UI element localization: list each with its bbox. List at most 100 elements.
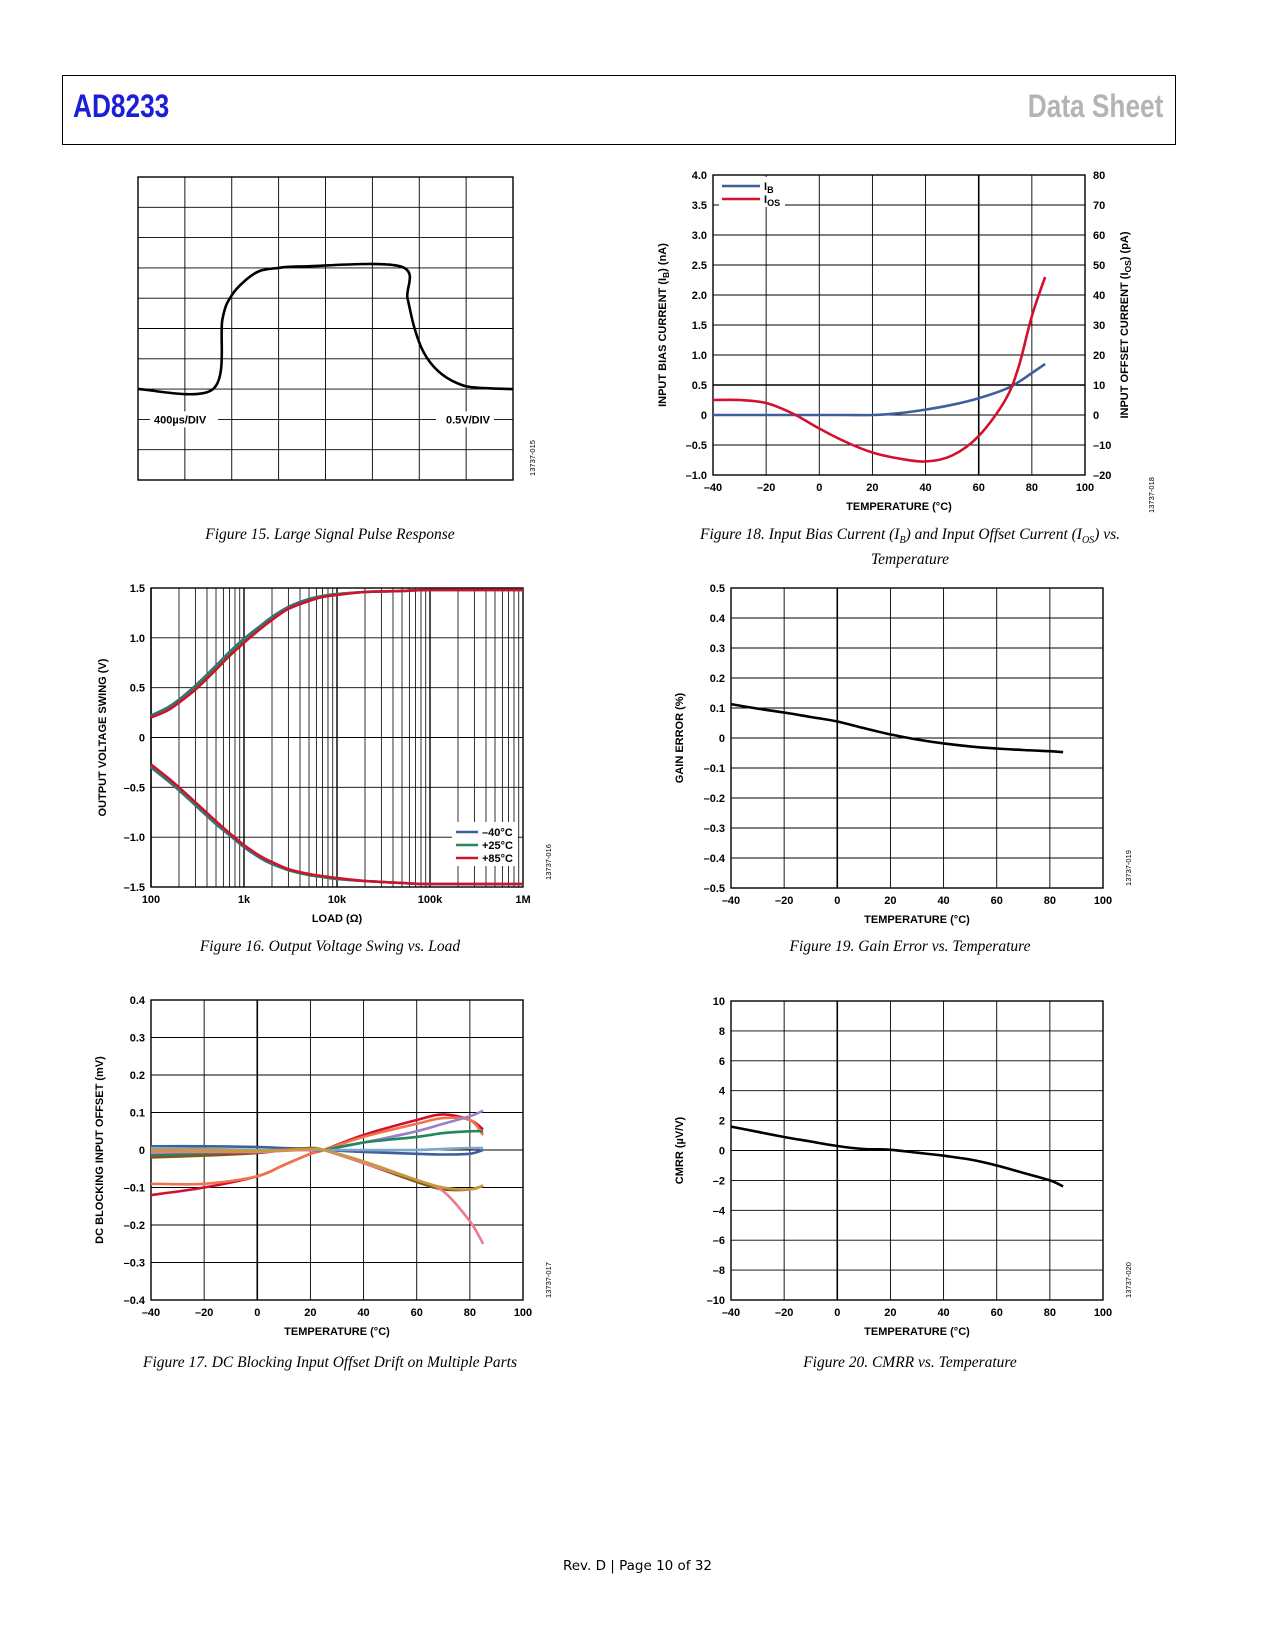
x-tick-label: 40: [937, 1307, 949, 1319]
x-axis-label: TEMPERATURE (°C): [284, 1326, 390, 1338]
y-tick-label: –10: [707, 1295, 725, 1307]
y-right-tick-label: 40: [1093, 290, 1105, 302]
scope-frame: [137, 176, 514, 481]
x-tick-label: 100: [142, 894, 160, 906]
plot-frame: [730, 1000, 1104, 1301]
y-tick-label: 0.5: [130, 683, 145, 695]
page-footer: Rev. D | Page 10 of 32: [562, 1558, 713, 1574]
plot-frame: [730, 587, 1104, 889]
x-axis-label: TEMPERATURE (°C): [846, 501, 952, 513]
y-tick-label: 10: [713, 996, 725, 1008]
figure-16-caption: Figure 16. Output Voltage Swing vs. Load: [199, 938, 461, 955]
y-tick-label: 4: [719, 1086, 726, 1098]
plot-frame: [150, 587, 524, 888]
y-tick-label: –0.1: [124, 1183, 145, 1195]
y-right-tick-label: 80: [1093, 170, 1105, 182]
y-tick-label: 0.2: [710, 673, 725, 685]
x-tick-label: 1k: [238, 894, 251, 906]
y-tick-label: 1.0: [130, 633, 145, 645]
y-tick-label: –4: [713, 1205, 726, 1217]
y-tick-label: 0.1: [130, 1108, 145, 1120]
y-right-tick-label: 10: [1093, 380, 1105, 392]
x-tick-label: –20: [775, 1307, 793, 1319]
legend-background: [452, 822, 518, 866]
y-right-tick-label: 0: [1093, 410, 1099, 422]
x-tick-label: 60: [411, 1307, 423, 1319]
x-tick-label: 1M: [515, 894, 530, 906]
x-tick-label: 100: [514, 1307, 532, 1319]
y-tick-label: –1.0: [686, 470, 707, 482]
series-line: [150, 1113, 484, 1197]
series-line: [150, 1146, 484, 1192]
x-tick-label: –40: [722, 895, 740, 907]
x-tick-label: –20: [775, 895, 793, 907]
series-line-lower: [150, 766, 524, 886]
legend-label: IOS: [764, 194, 780, 208]
y-tick-label: –0.5: [124, 782, 145, 794]
legend-label: +85°C: [482, 853, 513, 865]
y-tick-label: 0.3: [710, 643, 725, 655]
series-line-upper: [150, 588, 524, 719]
product-name: AD8233: [73, 88, 170, 124]
y-right-tick-label: –10: [1093, 440, 1111, 452]
y-right-tick-label: –20: [1093, 470, 1111, 482]
y-right-tick-label: 70: [1093, 200, 1105, 212]
y-tick-label: 0.4: [710, 613, 726, 625]
x-tick-label: –20: [757, 482, 775, 494]
y-tick-label: 1.5: [692, 320, 707, 332]
y-tick-label: 4.0: [692, 170, 707, 182]
series-line: [150, 1144, 484, 1156]
caption-subscript: B: [899, 535, 906, 547]
y-tick-label: 8: [719, 1026, 725, 1038]
y-tick-label: 6: [719, 1056, 725, 1068]
x-tick-label: 100: [1094, 1307, 1112, 1319]
x-tick-label: 40: [357, 1307, 369, 1319]
caption-part: ) vs.: [1094, 526, 1121, 543]
x-tick-label: 60: [991, 1307, 1003, 1319]
x-axis-label: LOAD (Ω): [312, 913, 363, 925]
x-tick-label: 10k: [328, 894, 347, 906]
x-tick-label: 80: [1044, 1307, 1056, 1319]
y-tick-label: –2: [713, 1175, 725, 1187]
y-right-tick-label: 50: [1093, 260, 1105, 272]
y-tick-label: 0.2: [130, 1070, 145, 1082]
y-tick-label: –0.2: [124, 1220, 145, 1232]
series-line: [713, 362, 1046, 417]
figure-code: 13737-015: [528, 440, 537, 476]
x-tick-label: 20: [866, 482, 878, 494]
plot-frame: [150, 999, 524, 1301]
figure-code: 13737-018: [1147, 477, 1156, 513]
figure-code: 13737-019: [1124, 850, 1133, 886]
y-tick-label: –8: [713, 1265, 725, 1277]
y-tick-label: –1.0: [124, 832, 145, 844]
x-tick-label: 40: [919, 482, 931, 494]
x-tick-label: –40: [704, 482, 722, 494]
y-tick-label: –1.5: [124, 882, 145, 894]
y-tick-label: 0.5: [692, 380, 707, 392]
y-axis-label: INPUT BIAS CURRENT (IB) (nA): [657, 243, 671, 407]
y-tick-label: 0: [701, 410, 707, 422]
x-tick-label: 20: [884, 895, 896, 907]
x-tick-label: 80: [464, 1307, 476, 1319]
series-line: [150, 1147, 485, 1245]
x-tick-label: 0: [816, 482, 822, 494]
volt-scale-label: 0.5V/DIV: [446, 414, 491, 426]
y-tick-label: 3.5: [692, 200, 707, 212]
y-axis-label: OUTPUT VOLTAGE SWING (V): [97, 658, 109, 816]
figure-code: 13737-017: [544, 1262, 553, 1298]
y-tick-label: –0.2: [704, 793, 725, 805]
caption-part: ) and Input Offset Current (I: [905, 526, 1082, 543]
y-tick-label: –0.4: [704, 853, 726, 865]
label-background: [150, 411, 218, 428]
series-line: [150, 1116, 485, 1186]
x-tick-label: 0: [254, 1307, 260, 1319]
figure-18-caption: Figure 18. Input Bias Current (IB) and I…: [660, 525, 1160, 569]
y-tick-label: –6: [713, 1235, 725, 1247]
y-tick-label: –0.1: [704, 763, 725, 775]
figure-code: 13737-016: [544, 844, 553, 880]
